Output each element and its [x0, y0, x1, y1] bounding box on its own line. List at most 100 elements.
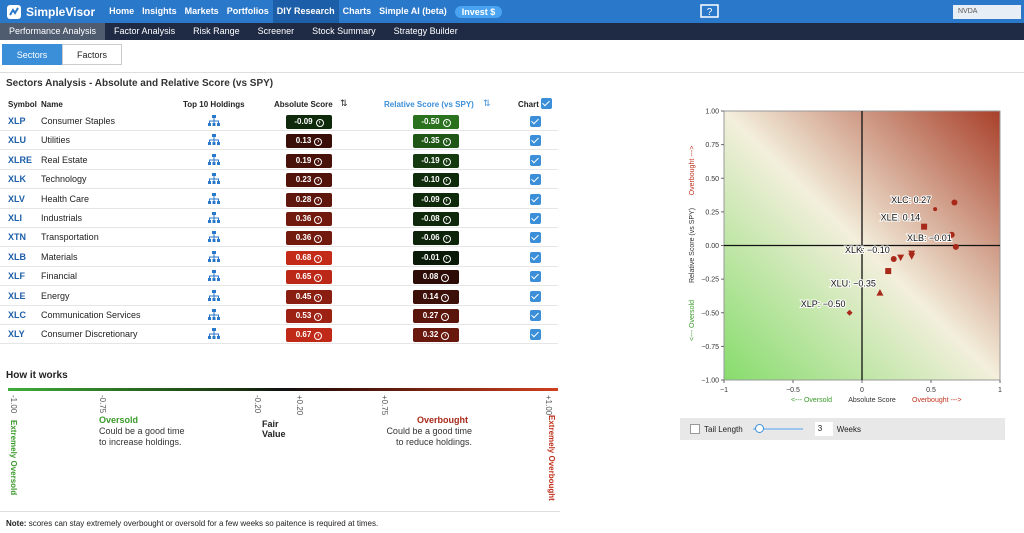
score-cell[interactable]: -0.10 ›: [413, 173, 459, 188]
annotation: XLE: 0.14: [881, 213, 921, 223]
nav-item[interactable]: DIY Research: [272, 0, 339, 23]
nav-item[interactable]: Charts: [342, 6, 372, 16]
holdings-icon[interactable]: [208, 289, 220, 304]
menu: Home Insights Markets Portfolios DIY Researc…: [105, 0, 451, 23]
holdings-icon[interactable]: [208, 115, 220, 129]
holdings-icon[interactable]: [208, 328, 220, 342]
symbol[interactable]: XLC: [8, 310, 26, 320]
chart-checkbox[interactable]: [530, 135, 541, 147]
symbol[interactable]: XLV: [8, 193, 25, 204]
symbol[interactable]: XLB: [8, 251, 26, 262]
score-cell[interactable]: -0.08 ›: [413, 212, 459, 226]
nav-item[interactable]: Simple AI (beta): [379, 6, 447, 16]
score: 0.32: [422, 330, 439, 340]
chart-checkbox[interactable]: [530, 251, 541, 263]
tail-checkbox[interactable]: [690, 424, 700, 434]
sort-icon[interactable]: ⇅: [483, 98, 491, 108]
holdings-icon[interactable]: [208, 250, 220, 265]
subnav-item[interactable]: Stock Summary: [312, 26, 376, 36]
symbol[interactable]: XLK: [8, 174, 26, 185]
holdings-icon[interactable]: [208, 134, 220, 148]
score-cell[interactable]: -0.09 ›: [286, 115, 332, 129]
column-header: Top 10 Holdings: [183, 100, 245, 109]
score-cell[interactable]: 0.65 ›: [286, 270, 332, 285]
nav-item[interactable]: Portfolios: [226, 6, 269, 16]
arrow-icon: ›: [442, 254, 451, 263]
score-cell[interactable]: 0.32 ›: [413, 328, 459, 343]
chart-checkbox[interactable]: [530, 213, 541, 224]
nav-item[interactable]: Markets: [184, 6, 219, 16]
holdings-icon[interactable]: [208, 231, 220, 245]
search-box[interactable]: NVDA: [953, 5, 1021, 19]
subnav-item[interactable]: Strategy Builder: [393, 26, 458, 36]
symbol[interactable]: XLF: [8, 271, 25, 282]
invest-button[interactable]: Invest $: [454, 5, 503, 18]
score-gradient: [8, 388, 558, 391]
subnav-item[interactable]: Screener: [257, 26, 295, 36]
symbol[interactable]: XLE: [8, 290, 26, 301]
chart-checkbox[interactable]: [530, 154, 541, 166]
tab-sectors[interactable]: Sectors: [2, 44, 62, 65]
score-cell[interactable]: 0.19 ›: [286, 153, 332, 168]
help-icon[interactable]: ?: [700, 4, 720, 20]
score-cell[interactable]: 0.28 ›: [286, 192, 332, 207]
score-cell[interactable]: -0.50 ›: [413, 115, 459, 129]
annotation: XLB: −0.01: [907, 233, 952, 243]
brand[interactable]: SimpleVisor: [26, 4, 96, 19]
subnav-item[interactable]: Performance Analysis: [0, 23, 106, 40]
chart-checkbox[interactable]: [530, 174, 541, 186]
oversold: Oversold: [99, 415, 139, 425]
chart-checkbox[interactable]: [530, 329, 541, 341]
annotation: XLK: −0.10: [845, 245, 890, 255]
symbol[interactable]: XTN: [8, 232, 26, 243]
holdings-icon[interactable]: [208, 173, 220, 187]
score-cell[interactable]: 0.08 ›: [413, 270, 459, 285]
score-cell[interactable]: -0.19 ›: [413, 153, 459, 168]
tab-factors[interactable]: Factors: [62, 44, 122, 65]
chart-checkbox[interactable]: [530, 193, 541, 205]
score-cell[interactable]: -0.35 ›: [413, 134, 459, 149]
overbought-text: Could be a good time to reduce holdings.: [386, 426, 472, 447]
score-cell[interactable]: 0.36 ›: [286, 231, 332, 246]
score-cell[interactable]: 0.67 ›: [286, 328, 332, 343]
subnav-item[interactable]: Risk Range: [193, 26, 240, 36]
sector-name: Transportation: [41, 232, 99, 243]
chart-checkbox[interactable]: [530, 290, 541, 302]
sort-icon[interactable]: ⇅: [340, 98, 348, 108]
subnav-item[interactable]: Factor Analysis: [114, 26, 176, 36]
score-cell[interactable]: -0.09 ›: [413, 192, 459, 207]
score-cell[interactable]: 0.14 ›: [413, 289, 459, 304]
score-cell[interactable]: 0.53 ›: [286, 309, 332, 323]
chart-checkbox[interactable]: [530, 310, 541, 321]
tail-slider[interactable]: [752, 424, 803, 433]
chart-checkbox[interactable]: [530, 232, 541, 244]
chart-checkbox[interactable]: [530, 116, 541, 127]
tail-input[interactable]: 3: [814, 422, 833, 436]
score-cell[interactable]: 0.27 ›: [413, 309, 459, 323]
score-cell[interactable]: 0.36 ›: [286, 212, 332, 226]
symbol[interactable]: XLRE: [8, 154, 33, 165]
holdings-icon[interactable]: [208, 153, 220, 168]
score-cell[interactable]: -0.01 ›: [413, 250, 459, 265]
tail-unit: Weeks: [836, 424, 862, 434]
arrow-icon: ›: [314, 332, 323, 341]
y-tick-label: 0.25: [705, 209, 719, 216]
score-cell[interactable]: 0.68 ›: [286, 250, 332, 265]
holdings-icon[interactable]: [208, 212, 220, 226]
score-cell[interactable]: 0.13 ›: [286, 134, 332, 149]
scale-tick: -0.75: [98, 395, 107, 414]
score-cell[interactable]: -0.06 ›: [413, 231, 459, 246]
score-cell[interactable]: 0.23 ›: [286, 173, 332, 188]
score-cell[interactable]: 0.45 ›: [286, 289, 332, 304]
nav-item[interactable]: Insights: [142, 6, 177, 16]
chart-all-checkbox[interactable]: [541, 98, 552, 109]
symbol[interactable]: XLU: [8, 135, 26, 146]
symbol[interactable]: XLP: [8, 116, 26, 126]
holdings-icon[interactable]: [208, 270, 220, 284]
holdings-icon[interactable]: [208, 309, 220, 323]
symbol[interactable]: XLY: [8, 329, 25, 340]
nav-item[interactable]: Home: [109, 6, 135, 16]
chart-checkbox[interactable]: [530, 271, 541, 283]
holdings-icon[interactable]: [208, 192, 220, 207]
symbol[interactable]: XLI: [8, 213, 23, 223]
